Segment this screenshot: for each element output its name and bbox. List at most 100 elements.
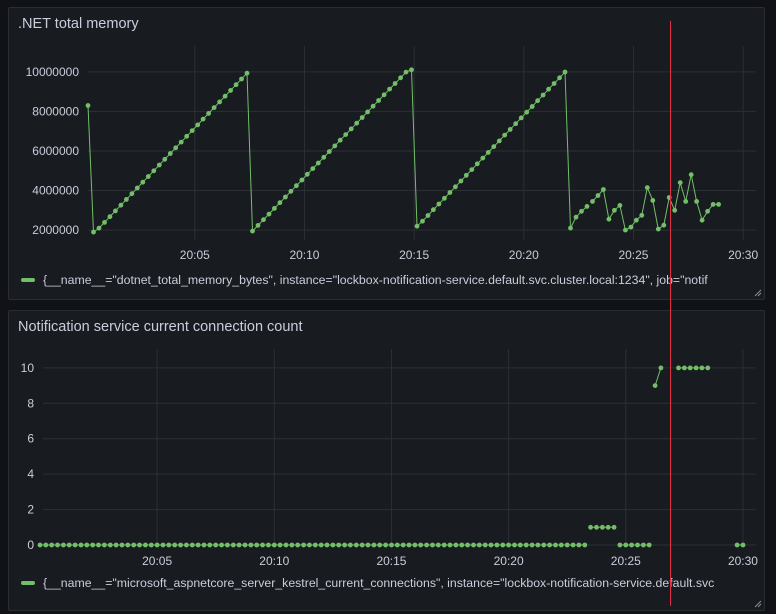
data-point	[529, 104, 535, 109]
data-point	[579, 208, 584, 214]
data-point	[705, 208, 710, 214]
data-point	[734, 542, 740, 548]
legend-label: {__name__="dotnet_total_memory_bytes", i…	[43, 273, 708, 287]
data-point	[699, 217, 705, 223]
data-point	[318, 542, 324, 548]
data-point	[553, 542, 558, 548]
data-point	[716, 202, 721, 207]
data-point	[266, 542, 271, 548]
data-point	[201, 542, 207, 548]
data-point	[740, 542, 746, 548]
data-point	[295, 542, 301, 548]
data-point	[568, 225, 573, 231]
data-point	[289, 542, 295, 548]
data-point	[425, 213, 431, 218]
data-point	[623, 542, 629, 548]
data-point	[154, 542, 160, 548]
x-tick-label: 20:10	[289, 248, 319, 262]
data-point	[412, 542, 418, 548]
data-point	[482, 542, 488, 548]
data-point	[145, 174, 151, 179]
data-point	[137, 542, 142, 548]
data-point	[414, 223, 420, 229]
data-point	[639, 212, 645, 218]
data-point	[588, 524, 593, 530]
data-point	[617, 542, 623, 548]
data-point	[655, 226, 661, 232]
data-point	[658, 365, 664, 371]
series-line	[654, 367, 662, 386]
data-point	[326, 149, 332, 155]
data-point	[629, 542, 634, 548]
data-point	[529, 542, 535, 548]
x-tick-label: 20:25	[611, 554, 641, 568]
data-point	[652, 383, 658, 388]
connections-chart[interactable]: 0 2 4 6 8 10 20:05 20:10 20:15 20:20 20:25 20:30	[9, 311, 765, 611]
data-point	[353, 542, 359, 548]
data-point	[151, 168, 157, 174]
data-point	[633, 217, 639, 223]
data-point	[178, 139, 184, 145]
crosshair-cursor	[670, 21, 671, 606]
data-point	[512, 542, 517, 548]
data-point	[562, 69, 568, 75]
data-point	[582, 542, 588, 548]
data-point	[436, 201, 442, 207]
data-point	[304, 171, 310, 177]
data-point	[535, 98, 540, 104]
data-point	[441, 542, 447, 548]
legend-item[interactable]: {__name__="dotnet_total_memory_bytes", i…	[21, 272, 708, 288]
data-point	[49, 542, 55, 548]
data-point	[255, 223, 261, 228]
data-point	[230, 542, 236, 548]
data-point	[535, 542, 541, 548]
data-point	[307, 542, 312, 548]
data-point	[166, 542, 172, 548]
data-point	[564, 542, 570, 548]
data-point	[677, 180, 683, 186]
data-point	[113, 208, 118, 214]
data-point	[371, 542, 377, 548]
data-point	[184, 542, 189, 548]
data-point	[342, 542, 347, 548]
data-point	[172, 542, 178, 548]
legend-swatch	[21, 278, 35, 282]
data-point	[55, 542, 60, 548]
data-point	[336, 542, 342, 548]
resize-handle-icon[interactable]	[753, 288, 762, 297]
x-tick-label: 20:30	[728, 554, 758, 568]
data-point	[469, 167, 475, 173]
y-tick-label: 8000000	[32, 104, 79, 118]
data-point	[219, 542, 225, 548]
x-tick-label: 20:15	[376, 554, 406, 568]
data-point	[250, 228, 255, 234]
data-point	[113, 542, 119, 548]
y-tick-label: 6000000	[32, 144, 79, 158]
data-point	[72, 542, 78, 548]
data-point	[383, 542, 388, 548]
data-point	[458, 178, 464, 184]
data-point	[430, 542, 435, 548]
legend-item[interactable]: {__name__="microsoft_aspnetcore_server_k…	[21, 575, 714, 591]
data-point	[628, 224, 634, 230]
data-point	[617, 203, 623, 208]
data-point	[584, 204, 590, 209]
data-point	[143, 542, 148, 548]
data-point	[118, 202, 124, 208]
data-point	[517, 542, 523, 548]
data-point	[348, 126, 354, 132]
data-point	[129, 191, 135, 197]
data-point	[435, 542, 441, 548]
memory-chart[interactable]: 2000000 4000000 6000000 8000000 10000000 20:0…	[9, 8, 765, 300]
x-tick-label: 20:25	[618, 248, 648, 262]
resize-handle-icon[interactable]	[753, 599, 762, 608]
data-point	[330, 542, 336, 548]
data-point	[705, 365, 711, 371]
data-point	[195, 542, 201, 548]
data-point	[211, 105, 217, 110]
data-point	[213, 542, 219, 548]
y-tick-label: 2000000	[32, 223, 79, 237]
data-point	[236, 542, 242, 548]
data-point	[225, 542, 230, 548]
y-tick-label: 10000000	[26, 65, 80, 79]
